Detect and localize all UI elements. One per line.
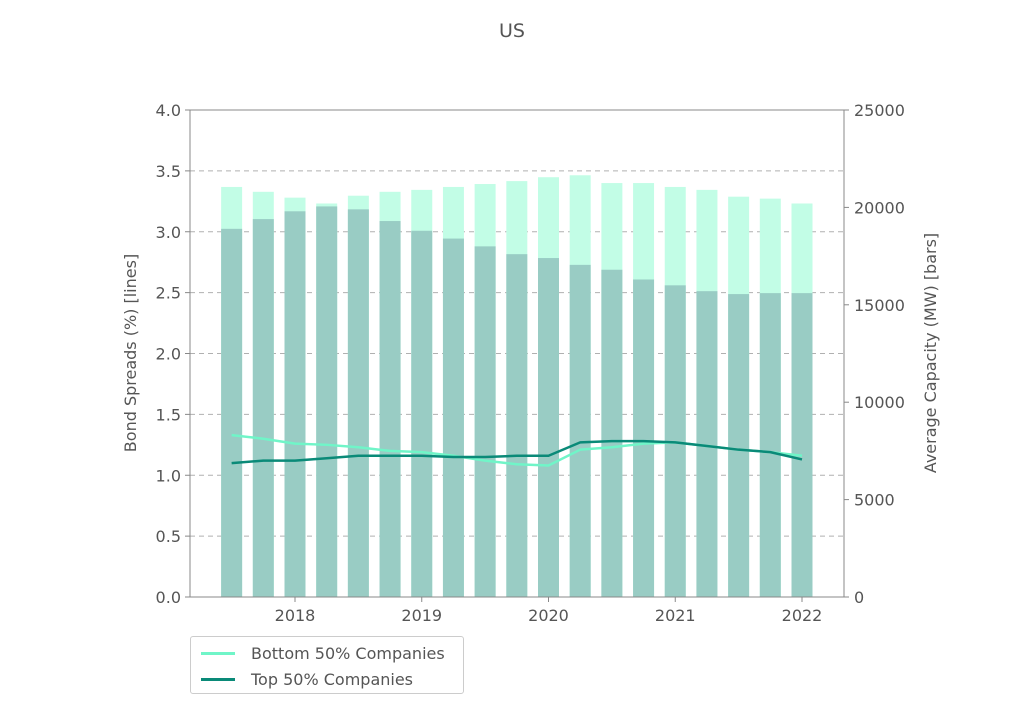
bar-short-17 <box>759 293 781 597</box>
legend-swatch-bottom <box>201 651 235 655</box>
bar-short-0 <box>221 228 243 597</box>
bar-short-7 <box>442 238 464 597</box>
legend-label-top: Top 50% Companies <box>251 669 414 689</box>
bar-short-18 <box>791 293 813 597</box>
left-axis-ticks: 0.0 0.5 1.0 1.5 2.0 2.5 3.0 3.5 4.0 <box>156 101 190 607</box>
bar-short-15 <box>696 291 718 597</box>
legend-label-bottom: Bottom 50% Companies <box>251 643 445 663</box>
bar-group <box>221 175 813 598</box>
left-tick-label-5: 2.5 <box>156 284 181 303</box>
bar-short-2 <box>284 211 306 597</box>
bar-short-11 <box>569 264 591 597</box>
legend-swatch-top <box>201 677 235 681</box>
x-axis-ticks: 2018 2019 2020 2021 2022 <box>275 597 823 625</box>
x-tick-label-2: 2020 <box>528 606 569 625</box>
legend-item-top: Top 50% Companies <box>201 669 413 689</box>
x-tick-label-3: 2021 <box>655 606 696 625</box>
bar-short-13 <box>633 279 655 597</box>
legend-item-bottom: Bottom 50% Companies <box>201 643 445 663</box>
bar-short-5 <box>379 221 401 597</box>
bar-short-16 <box>728 294 750 597</box>
bar-short-1 <box>252 219 274 597</box>
left-tick-label-4: 2.0 <box>156 345 181 364</box>
chart-title: US <box>499 20 525 42</box>
right-tick-label-3: 15000 <box>854 296 905 315</box>
bar-short-8 <box>474 246 496 598</box>
left-tick-label-0: 0.0 <box>156 588 181 607</box>
right-tick-label-1: 5000 <box>854 491 895 510</box>
bar-short-9 <box>506 254 528 598</box>
right-tick-label-0: 0 <box>854 588 864 607</box>
right-axis-title: Average Capacity (MW) [bars] <box>921 233 940 473</box>
left-tick-label-2: 1.0 <box>156 466 181 485</box>
legend: Bottom 50% Companies Top 50% Companies <box>190 636 464 694</box>
bar-short-6 <box>411 230 433 597</box>
right-tick-label-2: 10000 <box>854 393 905 412</box>
left-axis-title: Bond Spreads (%) [lines] <box>121 254 140 452</box>
x-tick-label-4: 2022 <box>782 606 823 625</box>
line-group <box>231 433 803 467</box>
left-tick-label-3: 1.5 <box>156 405 181 424</box>
right-tick-label-4: 20000 <box>854 198 905 217</box>
series-line-1 <box>231 439 803 465</box>
right-tick-label-5: 25000 <box>854 101 905 120</box>
left-tick-label-1: 0.5 <box>156 527 181 546</box>
bar-short-3 <box>316 206 338 597</box>
x-tick-label-0: 2018 <box>275 606 316 625</box>
left-tick-label-6: 3.0 <box>156 223 181 242</box>
bar-short-4 <box>347 209 369 597</box>
left-tick-label-7: 3.5 <box>156 162 181 181</box>
bar-short-12 <box>601 269 623 597</box>
x-tick-label-1: 2019 <box>401 606 442 625</box>
right-axis-ticks: 0 5000 10000 15000 20000 25000 <box>844 101 905 607</box>
bar-short-10 <box>538 258 559 597</box>
left-tick-label-8: 4.0 <box>156 101 181 120</box>
